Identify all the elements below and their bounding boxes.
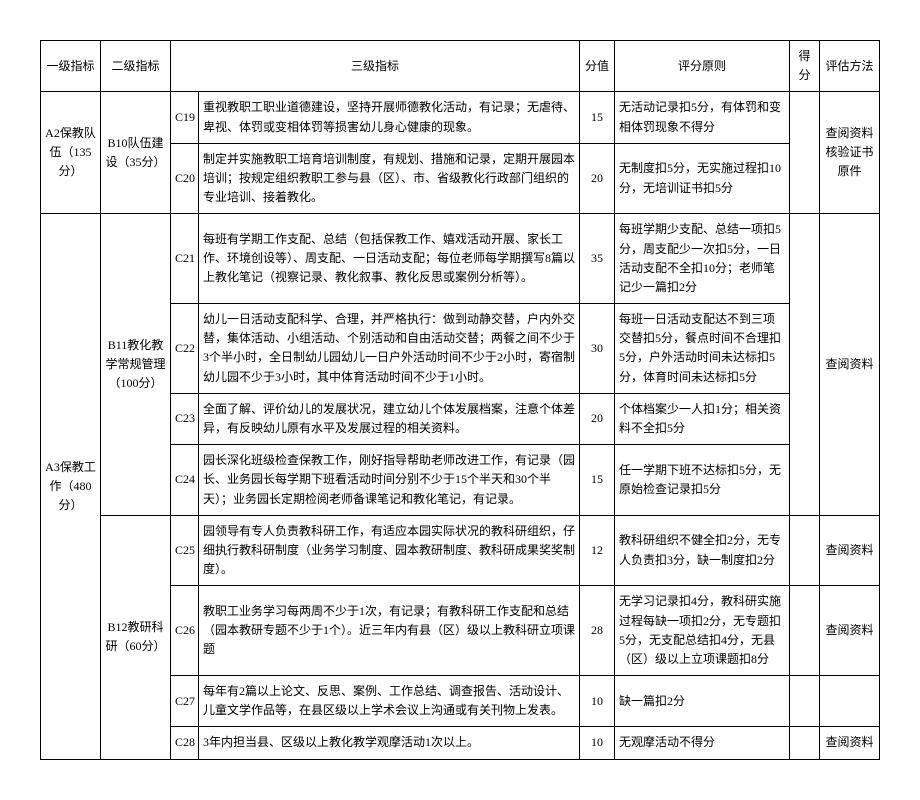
- rule-cell: 无学习记录扣4分，教科研实施过程每缺一项扣2分，无专题扣5分，无支配总结扣4分，…: [615, 586, 790, 676]
- code-cell: C20: [171, 143, 199, 214]
- desc-cell: 园长深化班级检查保教工作，刚好指导帮助老师改进工作，有记录（园长、业务园长每学期…: [199, 445, 580, 516]
- code-cell: C28: [171, 727, 199, 759]
- get-cell: [790, 515, 820, 586]
- code-cell: C21: [171, 214, 199, 304]
- score-cell: 20: [580, 393, 615, 444]
- rule-cell: 任一学期下班不达标扣5分，无原始检查记录扣5分: [615, 445, 790, 516]
- l2-b11: B11教化教学常规管理（100分）: [101, 214, 171, 515]
- desc-cell: 重视教职工职业道德建设，坚持开展师德教化活动，有记录；无虐待、卑视、体罚或变相体…: [199, 92, 580, 143]
- method-cell: 查阅资料: [820, 515, 880, 586]
- rule-cell: 每班一日活动支配达不到三项交替扣5分，餐点时间不合理扣5分，户外活动时间未达标扣…: [615, 304, 790, 394]
- rule-cell: 无制度扣5分，无实施过程扣10分，无培训证书扣5分: [615, 143, 790, 214]
- header-row: 一级指标 二级指标 三级指标 分值 评分原则 得分 评估方法: [41, 41, 880, 92]
- l1-a3: A3保教工作（480分）: [41, 214, 101, 759]
- method-cell: 查阅资料: [820, 727, 880, 759]
- score-cell: 28: [580, 586, 615, 676]
- desc-cell: 制定并实施教职工培育培训制度，有规划、措施和记录，定期开展园本培训；按规定组织教…: [199, 143, 580, 214]
- rule-cell: 无活动记录扣5分，有体罚和变相体罚现象不得分: [615, 92, 790, 143]
- rule-cell: 个体档案少一人扣1分；相关资料不全扣5分: [615, 393, 790, 444]
- score-cell: 15: [580, 92, 615, 143]
- desc-cell: 3年内担当县、区级以上教化教学观摩活动1次以上。: [199, 727, 580, 759]
- header-rule: 评分原则: [615, 41, 790, 92]
- desc-cell: 每年有2篇以上论文、反思、案例、工作总结、调查报告、活动设计、儿童文学作品等，在…: [199, 676, 580, 727]
- score-cell: 30: [580, 304, 615, 394]
- method-cell: [820, 676, 880, 727]
- get-cell: [790, 214, 820, 515]
- code-cell: C27: [171, 676, 199, 727]
- method-cell: 查阅资料核验证书原件: [820, 92, 880, 214]
- table-row: A2保教队伍（135分） B10队伍建设（35分） C19 重视教职工职业道德建…: [41, 92, 880, 143]
- desc-cell: 每班有学期工作支配、总结（包括保教工作、嬉戏活动开展、家长工作、环境创设等）、周…: [199, 214, 580, 304]
- score-cell: 10: [580, 676, 615, 727]
- header-method: 评估方法: [820, 41, 880, 92]
- desc-cell: 幼儿一日活动支配科学、合理，并严格执行：做到动静交替，户内外交替，集体活动、小组…: [199, 304, 580, 394]
- code-cell: C22: [171, 304, 199, 394]
- desc-cell: 教职工业务学习每两周不少于1次，有记录；有教科研工作支配和总结（园本教研专题不少…: [199, 586, 580, 676]
- header-l3: 三级指标: [171, 41, 580, 92]
- rule-cell: 每班学期少支配、总结一项扣5分，周支配少一次扣5分，一日活动支配不全扣10分；老…: [615, 214, 790, 304]
- header-score: 分值: [580, 41, 615, 92]
- l1-a2: A2保教队伍（135分）: [41, 92, 101, 214]
- score-cell: 20: [580, 143, 615, 214]
- score-cell: 15: [580, 445, 615, 516]
- code-cell: C24: [171, 445, 199, 516]
- rule-cell: 教科研组织不健全扣2分，无专人负责扣3分，缺一制度扣2分: [615, 515, 790, 586]
- code-cell: C19: [171, 92, 199, 143]
- score-cell: 12: [580, 515, 615, 586]
- method-cell: 查阅资料: [820, 586, 880, 676]
- get-cell: [790, 92, 820, 214]
- evaluation-table: 一级指标 二级指标 三级指标 分值 评分原则 得分 评估方法 A2保教队伍（13…: [40, 40, 880, 760]
- score-cell: 35: [580, 214, 615, 304]
- header-get: 得分: [790, 41, 820, 92]
- table-row: B12教研科研（60分） C25 园领导有专人负责教科研工作，有适应本园实际状况…: [41, 515, 880, 586]
- get-cell: [790, 586, 820, 676]
- score-cell: 10: [580, 727, 615, 759]
- header-l1: 一级指标: [41, 41, 101, 92]
- code-cell: C26: [171, 586, 199, 676]
- code-cell: C25: [171, 515, 199, 586]
- l2-b12: B12教研科研（60分）: [101, 515, 171, 759]
- desc-cell: 全面了解、评价幼儿的发展状况，建立幼儿个体发展档案，注意个体差异，有反映幼儿原有…: [199, 393, 580, 444]
- rule-cell: 缺一篇扣2分: [615, 676, 790, 727]
- method-cell: 查阅资料: [820, 214, 880, 515]
- table-row: A3保教工作（480分） B11教化教学常规管理（100分） C21 每班有学期…: [41, 214, 880, 304]
- desc-cell: 园领导有专人负责教科研工作，有适应本园实际状况的教科研组织，仔细执行教科研制度（…: [199, 515, 580, 586]
- header-l2: 二级指标: [101, 41, 171, 92]
- get-cell: [790, 676, 820, 727]
- rule-cell: 无观摩活动不得分: [615, 727, 790, 759]
- code-cell: C23: [171, 393, 199, 444]
- l2-b10: B10队伍建设（35分）: [101, 92, 171, 214]
- get-cell: [790, 727, 820, 759]
